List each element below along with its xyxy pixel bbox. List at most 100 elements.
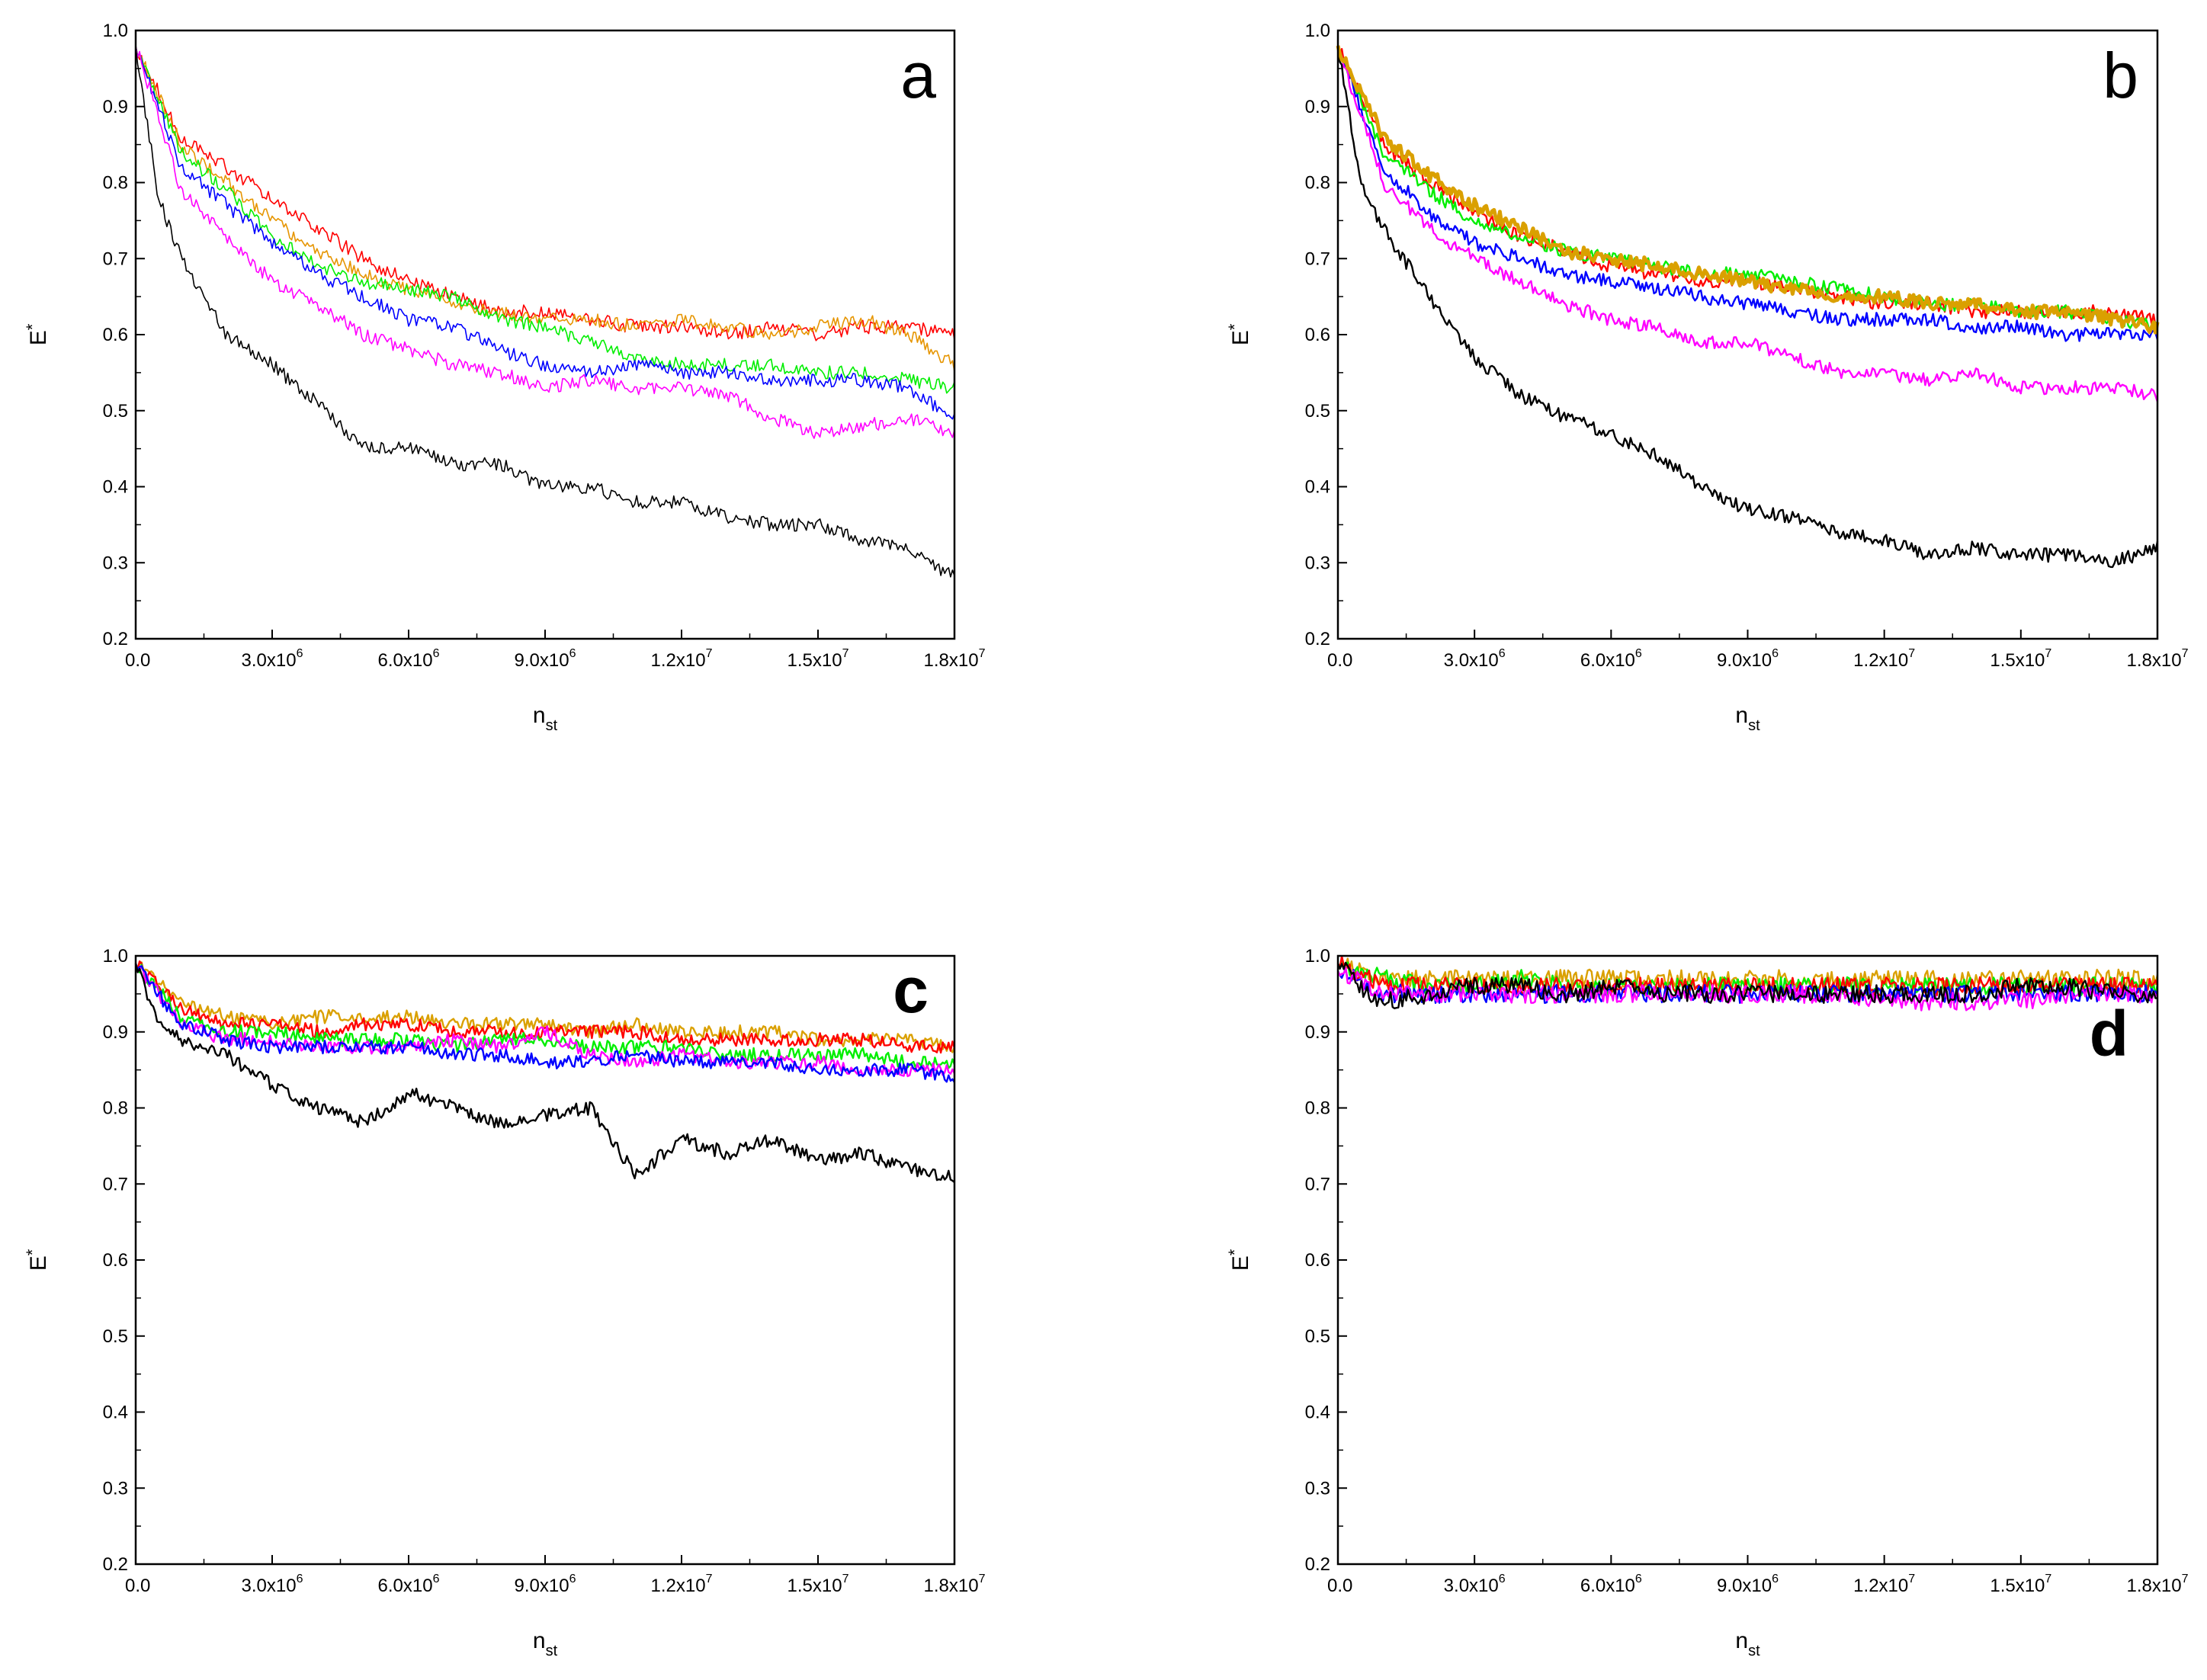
y-tick-label: 0.6 — [1305, 325, 1330, 345]
panel-b-chart: 0.0 3.0x106 6.0x106 9.0x106 1.2x107 1.5x107 1.… — [1225, 21, 2189, 734]
x-tick-label: 1.5x107 — [788, 1573, 849, 1596]
x-tick-label: 9.0x106 — [515, 647, 576, 671]
series-line-red — [1336, 45, 2159, 327]
plot-frame — [134, 29, 956, 640]
x-tick-label: 0.0 — [125, 1576, 150, 1596]
series-line-black — [134, 963, 955, 1184]
y-tick-label: 0.3 — [1305, 553, 1330, 573]
panel-letter: a — [900, 40, 936, 111]
series-line-black — [1336, 961, 2158, 1010]
x-tick-label: 3.0x106 — [1444, 647, 1506, 671]
x-tick-label: 6.0x106 — [1580, 647, 1642, 671]
panel-letter: d — [2090, 998, 2128, 1069]
y-tick-label: 0.5 — [103, 1326, 128, 1347]
series-line-green — [135, 45, 955, 394]
x-tick-label: 1.5x107 — [788, 647, 849, 671]
x-axis-title: nst — [1735, 703, 1760, 734]
x-tick-label: 0.0 — [1327, 650, 1352, 671]
y-axis-title: E* — [23, 1249, 51, 1271]
x-axis-title: nst — [533, 1628, 558, 1659]
y-tick-label: 0.4 — [1305, 1403, 1330, 1423]
y-tick-label: 0.9 — [103, 1022, 128, 1043]
x-tick-label: 0.0 — [1327, 1576, 1352, 1596]
y-tick-label: 0.2 — [103, 629, 128, 649]
x-tick-label: 3.0x106 — [242, 647, 303, 671]
x-tick-label: 0.0 — [125, 650, 150, 671]
x-tick-label: 1.8x107 — [2127, 647, 2189, 671]
x-tick-label: 6.0x106 — [1580, 1573, 1642, 1596]
series-line-orange — [135, 45, 955, 372]
x-tick-label: 3.0x106 — [1444, 1573, 1506, 1596]
series-line-magenta — [135, 45, 955, 439]
y-tick-label: 0.7 — [103, 1174, 128, 1194]
y-tick-label: 0.8 — [103, 1098, 128, 1119]
y-tick-label: 1.0 — [103, 946, 128, 967]
y-tick-label: 0.6 — [103, 1250, 128, 1271]
y-tick-label: 0.4 — [103, 477, 128, 498]
y-tick-label: 0.7 — [1305, 1174, 1330, 1194]
y-tick-label: 0.2 — [103, 1554, 128, 1575]
x-tick-label: 1.2x107 — [1853, 1573, 1915, 1596]
panel-a-chart: 0.0 3.0x106 6.0x106 9.0x106 1.2x107 1.5x107 1.… — [23, 21, 986, 734]
y-tick-label: 0.2 — [1305, 1554, 1330, 1575]
series-line-green — [1336, 45, 2159, 333]
y-tick-label: 1.0 — [103, 21, 128, 41]
y-axis-title: E* — [23, 323, 51, 345]
y-tick-label: 0.3 — [103, 553, 128, 573]
y-tick-label: 0.2 — [1305, 629, 1330, 649]
y-tick-label: 0.9 — [1305, 97, 1330, 117]
y-tick-label: 0.9 — [103, 97, 128, 117]
y-tick-label: 0.3 — [1305, 1478, 1330, 1499]
y-tick-label: 0.6 — [103, 325, 128, 345]
panel-d-chart: 0.0 3.0x106 6.0x106 9.0x106 1.2x107 1.5x107 1.… — [1225, 946, 2189, 1659]
x-tick-label: 9.0x106 — [1717, 1573, 1779, 1596]
series-line-green — [134, 963, 956, 1069]
series-group — [1336, 955, 2159, 1012]
y-axis-title: E* — [1225, 1249, 1253, 1271]
series-line-blue — [134, 963, 956, 1083]
x-tick-label: 1.5x107 — [1990, 647, 2051, 671]
series-line-black — [135, 45, 955, 578]
series-line-blue — [1336, 45, 2159, 342]
y-tick-label: 0.5 — [1305, 1326, 1330, 1347]
x-tick-label: 3.0x106 — [242, 1573, 303, 1596]
x-tick-label: 6.0x106 — [378, 647, 440, 671]
y-tick-label: 0.3 — [103, 1478, 128, 1499]
y-tick-label: 0.6 — [1305, 1250, 1330, 1271]
x-tick-label: 1.8x107 — [2127, 1573, 2189, 1596]
x-tick-label: 1.8x107 — [924, 1573, 986, 1596]
x-tick-label: 1.2x107 — [651, 647, 713, 671]
y-tick-label: 0.5 — [1305, 401, 1330, 422]
series-line-magenta — [1336, 45, 2159, 402]
x-tick-label: 1.5x107 — [1990, 1573, 2051, 1596]
panel-letter: c — [893, 954, 929, 1026]
panel-c-chart: 0.0 3.0x106 6.0x106 9.0x106 1.2x107 1.5x107 1.… — [23, 946, 986, 1659]
plot-frame — [134, 954, 956, 1566]
y-tick-label: 0.9 — [1305, 1022, 1330, 1043]
series-group — [135, 45, 955, 578]
y-tick-label: 0.4 — [1305, 477, 1330, 498]
y-tick-label: 0.8 — [1305, 1098, 1330, 1119]
panel-letter: b — [2103, 40, 2138, 111]
series-line-magenta — [1336, 967, 2158, 1012]
y-tick-label: 1.0 — [1305, 21, 1330, 41]
series-line-orange — [1336, 957, 2159, 989]
x-tick-label: 1.2x107 — [1853, 647, 1915, 671]
x-tick-label: 1.8x107 — [924, 647, 986, 671]
x-tick-label: 6.0x106 — [378, 1573, 440, 1596]
series-line-orange — [1336, 45, 2160, 335]
y-tick-label: 0.7 — [103, 248, 128, 269]
series-line-black — [1336, 45, 2159, 569]
x-tick-label: 9.0x106 — [515, 1573, 576, 1596]
x-axis-title: nst — [533, 703, 558, 734]
y-tick-label: 0.5 — [103, 401, 128, 422]
plot-frame — [1336, 954, 2159, 1566]
x-axis-title: nst — [1735, 1628, 1760, 1659]
y-tick-label: 0.7 — [1305, 248, 1330, 269]
series-group — [1336, 45, 2160, 569]
series-line-orange — [134, 961, 956, 1053]
x-tick-label: 9.0x106 — [1717, 647, 1779, 671]
y-tick-label: 0.8 — [103, 173, 128, 194]
x-tick-label: 1.2x107 — [651, 1573, 713, 1596]
